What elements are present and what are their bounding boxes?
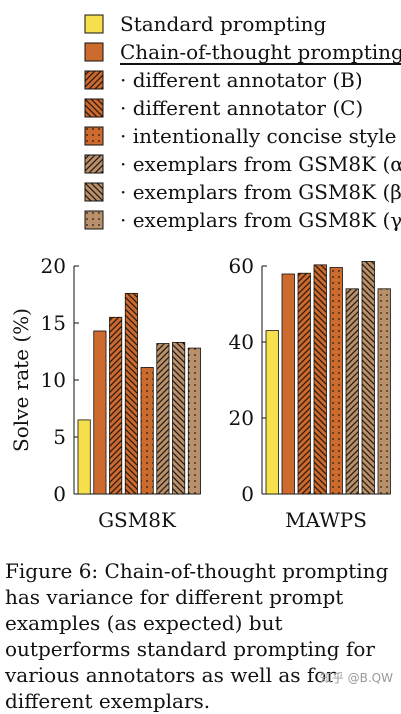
bar [377,288,391,495]
legend-item: · exemplars from GSM8K (α) [84,150,401,178]
bar [313,264,327,495]
x-axis-label: GSM8K [98,508,177,532]
bar [109,316,123,495]
y-axis-label: Solve rate (%) [9,308,33,452]
chart-1: 0 20 40 60 MAWPS [229,254,391,532]
bar [265,330,279,495]
bar [172,341,186,495]
y-tick-label: 0 [53,482,66,506]
y-tick-label: 0 [241,482,254,506]
figure-caption: Figure 6: Chain-of-thought prompting has… [5,559,389,713]
legend-item: · different annotator (C) [84,94,401,122]
legend-label: · exemplars from GSM8K (γ) [120,208,401,232]
watermark: 知乎 @B.QW [319,671,393,685]
legend-label: · different annotator (C) [120,96,364,120]
legend-swatch [84,154,104,174]
bar [281,273,295,495]
legend-item: · different annotator (B) [84,66,401,94]
legend-label: · intentionally concise style [120,124,397,148]
bar [124,292,138,495]
bar [93,330,107,495]
y-tick-label: 20 [229,406,254,430]
legend: Standard prompting Chain-of-thought promp… [84,10,401,234]
legend-label: Standard prompting [120,12,327,36]
legend-item: Chain-of-thought prompting [84,38,401,66]
legend-label: · exemplars from GSM8K (β) [120,180,401,204]
bar [345,288,359,495]
legend-item: · exemplars from GSM8K (γ) [84,206,401,234]
legend-swatch [84,98,104,118]
legend-item: Standard prompting [84,10,401,38]
y-tick-label: 60 [229,254,254,278]
legend-swatch [84,70,104,90]
legend-swatch [84,182,104,202]
y-tick-label: 20 [41,254,66,278]
bar [77,419,91,495]
legend-label: Chain-of-thought prompting [120,40,401,64]
bar [187,347,201,495]
bar [140,367,154,495]
legend-item: · intentionally concise style [84,122,401,150]
bar-charts: 0 5 10 15 20 GSM8K Solve rate (%) 0 20 40 60 MAWPS [9,254,391,532]
legend-label: · exemplars from GSM8K (α) [120,152,401,176]
legend-swatch [84,42,104,62]
y-tick-label: 40 [229,330,254,354]
legend-swatch [84,210,104,230]
legend-label: · different annotator (B) [120,68,363,92]
legend-item: · exemplars from GSM8K (β) [84,178,401,206]
bar [361,261,375,495]
y-tick-label: 10 [41,368,66,392]
bar [156,343,170,495]
x-axis-label: MAWPS [285,508,367,532]
bar [329,267,343,495]
y-tick-label: 5 [53,425,66,449]
legend-swatch [84,14,104,34]
y-tick-label: 15 [41,311,66,335]
bar [297,272,311,495]
chart-0: 0 5 10 15 20 GSM8K Solve rate (%) [9,254,201,532]
legend-swatch [84,126,104,146]
